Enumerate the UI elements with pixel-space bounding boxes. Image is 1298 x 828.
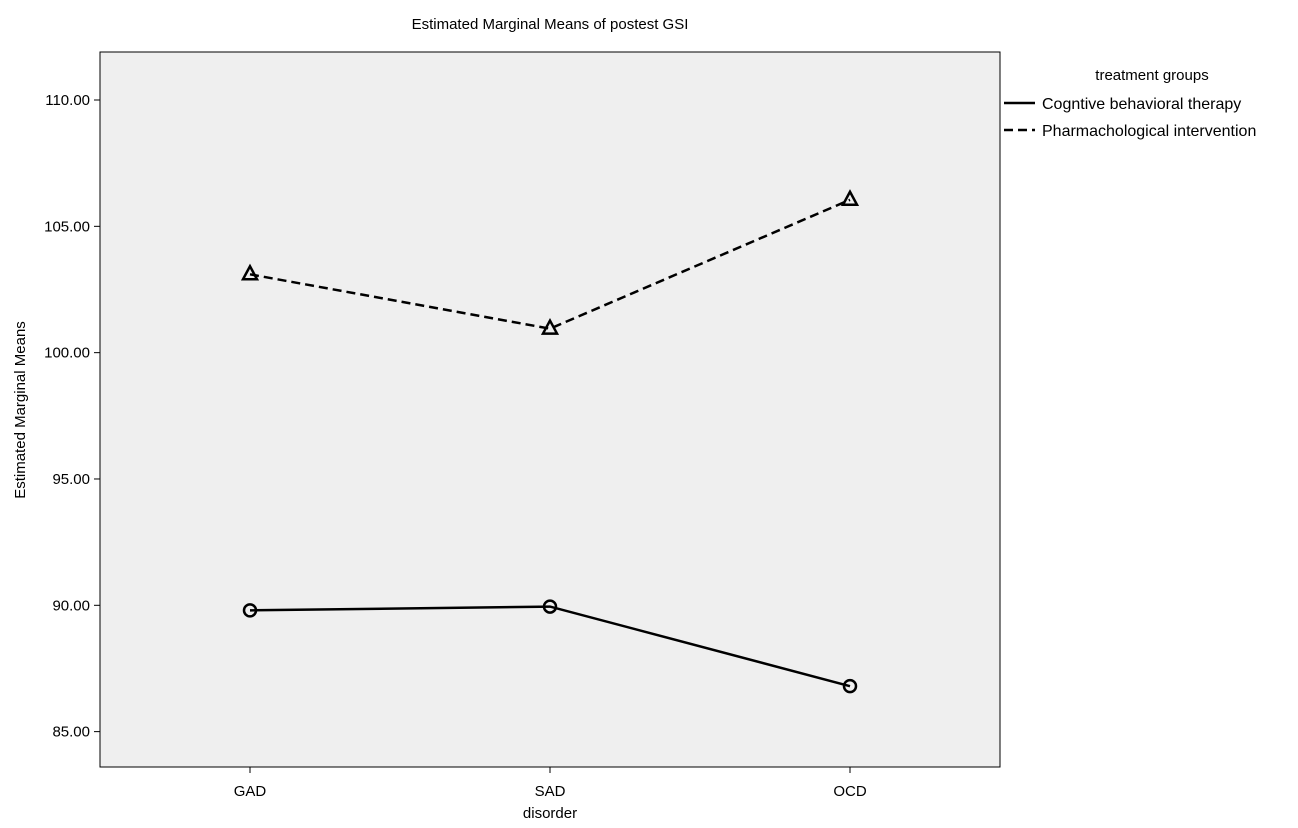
plot-area	[99, 51, 1001, 768]
legend-title: treatment groups	[1095, 67, 1208, 84]
y-tick-label: 105.00	[44, 218, 90, 235]
y-tick-label: 95.00	[52, 471, 90, 488]
chart-title: Estimated Marginal Means of postest GSI	[412, 16, 689, 33]
y-tick-label: 90.00	[52, 597, 90, 614]
series-layer	[240, 189, 860, 694]
series-2-point	[840, 189, 860, 206]
series-1-point	[242, 603, 258, 618]
legend: treatment groups Cogntive behavioral the…	[1004, 67, 1256, 140]
series-1-point	[542, 599, 558, 614]
legend-label-series-1: Cogntive behavioral therapy	[1042, 96, 1241, 113]
x-tick-label: SAD	[535, 783, 566, 800]
x-axis-label: disorder	[523, 805, 577, 822]
series-line-1	[249, 605, 851, 688]
legend-label-series-2: Pharmachological intervention	[1042, 123, 1256, 140]
x-axis: GAD SAD OCD	[234, 767, 867, 800]
y-axis: 85.00 90.00 95.00 100.00 105.00 110.00	[44, 92, 100, 741]
x-tick-label: GAD	[234, 783, 267, 800]
series-1-point	[842, 678, 858, 694]
series-2-point	[540, 317, 560, 335]
y-tick-label: 85.00	[52, 724, 90, 741]
y-axis-label: Estimated Marginal Means	[12, 321, 29, 499]
y-tick-label: 110.00	[45, 92, 90, 109]
x-tick-label: OCD	[833, 783, 867, 800]
series-2-point	[240, 263, 260, 281]
series-line-2	[249, 198, 851, 330]
y-tick-label: 100.00	[44, 345, 90, 362]
